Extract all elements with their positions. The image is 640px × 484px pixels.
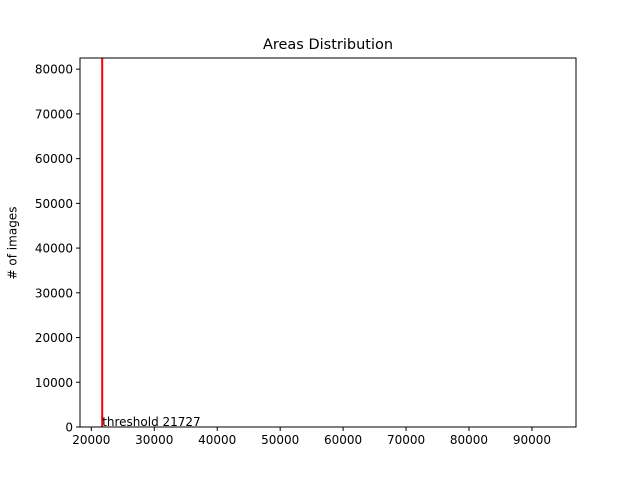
y-axis-label: # of images — [6, 207, 20, 280]
y-tick-label: 60000 — [35, 152, 73, 166]
y-tick-label: 10000 — [35, 376, 73, 390]
x-tick-label: 30000 — [135, 433, 173, 447]
threshold-label: threshold 21727 — [102, 415, 201, 429]
x-tick-label: 90000 — [513, 433, 551, 447]
x-tick-label: 20000 — [72, 433, 110, 447]
y-tick-label: 20000 — [35, 331, 73, 345]
x-tick-label: 40000 — [198, 433, 236, 447]
x-tick-label: 80000 — [450, 433, 488, 447]
chart-title: Areas Distribution — [263, 37, 393, 53]
plot-area-frame — [79, 57, 577, 428]
y-tick-label: 70000 — [35, 107, 73, 121]
y-axis-ticks: 0 10000 20000 30000 40000 50000 60000 70000 8000… — [35, 63, 80, 435]
y-tick-label: 30000 — [35, 286, 73, 300]
y-tick-label: 80000 — [35, 63, 73, 77]
x-tick-label: 70000 — [387, 433, 425, 447]
y-tick-label: 0 — [65, 421, 73, 435]
y-tick-label: 40000 — [35, 242, 73, 256]
y-tick-label: 50000 — [35, 197, 73, 211]
x-axis-ticks: 20000 30000 40000 50000 60000 70000 80000 90000 — [72, 427, 551, 447]
x-tick-label: 60000 — [324, 433, 362, 447]
x-tick-label: 50000 — [261, 433, 299, 447]
